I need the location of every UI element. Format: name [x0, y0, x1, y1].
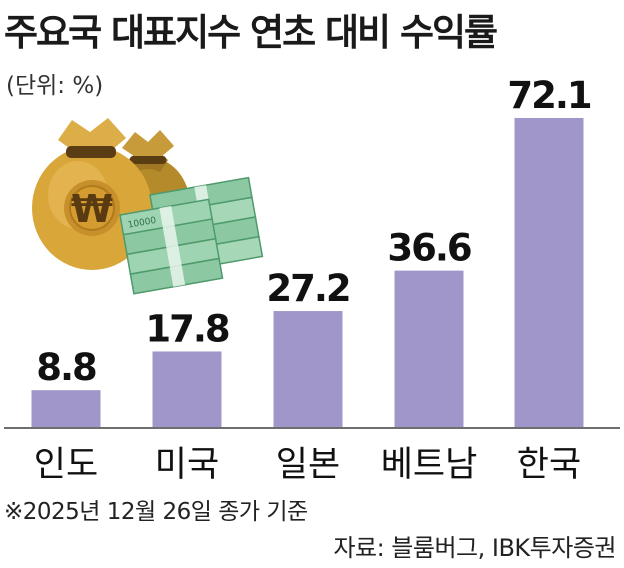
won-symbol: ₩: [71, 187, 113, 231]
value-label: 27.2: [266, 267, 349, 310]
banknote-stack-icon: 10000: [119, 176, 264, 295]
bar-일본: [273, 311, 343, 428]
value-label: 17.8: [145, 307, 229, 350]
value-labels-group: 8.8 17.8 27.2 36.6 72.1: [36, 74, 593, 389]
bars-group: [31, 117, 584, 428]
money-illustration: ₩ 10000: [32, 118, 264, 295]
unit-label: (단위: %): [6, 73, 104, 99]
source-note: 자료: 블룸버그, IBK투자증권: [333, 534, 616, 562]
value-label: 8.8: [36, 346, 96, 389]
category-labels-group: 인도 미국 일본 베트남 한국: [34, 445, 581, 485]
footnote: ※2025년 12월 26일 종가 기준: [4, 499, 308, 525]
category-label: 한국: [517, 445, 581, 485]
bar-베트남: [394, 270, 464, 428]
category-label: 베트남: [381, 445, 478, 485]
chart-title: 주요국 대표지수 연초 대비 수익률: [4, 11, 498, 54]
bar-한국: [514, 117, 584, 428]
money-bag-front-icon: ₩: [32, 118, 152, 270]
bar-미국: [152, 351, 222, 428]
value-label: 36.6: [387, 227, 471, 270]
category-label: 미국: [155, 445, 219, 485]
category-label: 인도: [34, 445, 98, 485]
banknote-label: 10000: [127, 216, 157, 231]
bar-인도: [31, 390, 101, 428]
value-label: 72.1: [507, 74, 591, 117]
category-label: 일본: [276, 445, 340, 485]
